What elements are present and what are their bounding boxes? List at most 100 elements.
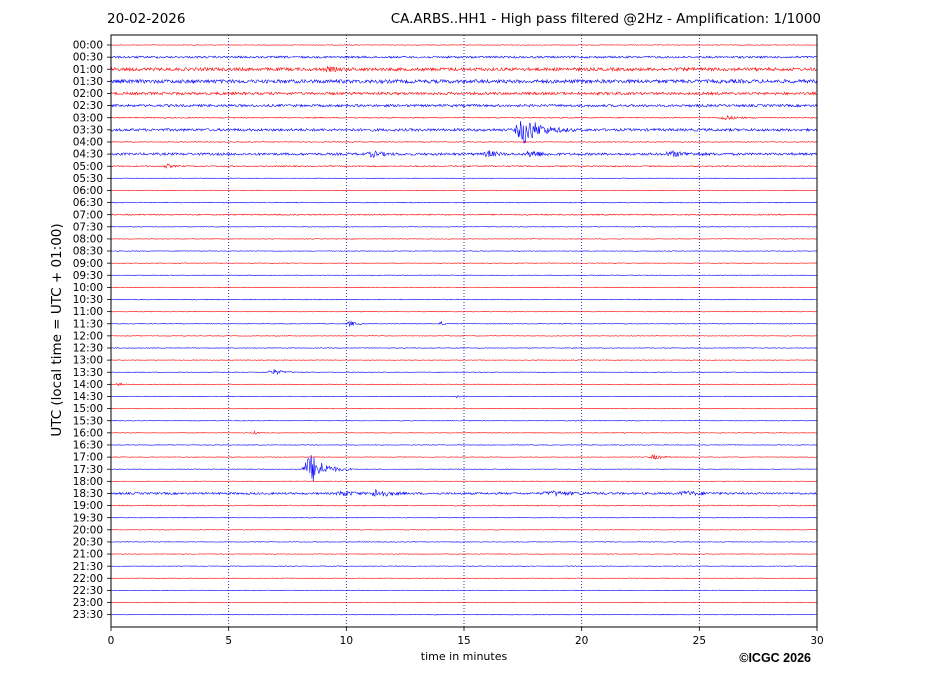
y-tick-label: 11:30 bbox=[73, 318, 103, 330]
y-tick-label: 00:00 bbox=[73, 40, 103, 52]
trace-0730 bbox=[110, 226, 817, 228]
y-tick-label: 07:30 bbox=[73, 221, 103, 233]
y-tick-label: 18:00 bbox=[73, 476, 103, 488]
trace-1130 bbox=[110, 320, 817, 327]
trace-0400 bbox=[110, 141, 817, 143]
y-tick-label: 22:00 bbox=[73, 573, 103, 585]
trace-1330 bbox=[110, 369, 817, 376]
y-tick-label: 17:30 bbox=[73, 464, 103, 476]
y-tick-label: 08:30 bbox=[73, 246, 103, 258]
y-tick-label: 05:30 bbox=[73, 173, 103, 185]
trace-0030 bbox=[110, 55, 817, 59]
y-tick-label: 01:30 bbox=[73, 76, 103, 88]
trace-0900 bbox=[110, 262, 817, 264]
y-tick-label: 03:30 bbox=[73, 124, 103, 136]
trace-1930 bbox=[110, 517, 817, 519]
y-tick-label: 15:00 bbox=[73, 403, 103, 415]
y-tick-label: 04:30 bbox=[73, 149, 103, 161]
y-tick-label: 12:00 bbox=[73, 330, 103, 342]
trace-2100 bbox=[110, 553, 817, 555]
y-tick-label: 10:00 bbox=[73, 282, 103, 294]
y-tick-label: 20:30 bbox=[73, 537, 103, 549]
trace-1530 bbox=[110, 420, 817, 422]
trace-2330 bbox=[110, 613, 817, 616]
trace-1800 bbox=[110, 480, 817, 482]
trace-0100 bbox=[110, 65, 817, 73]
y-tick-label: 15:30 bbox=[73, 415, 103, 427]
trace-0200 bbox=[110, 91, 817, 96]
y-tick-label: 02:30 bbox=[73, 100, 103, 112]
trace-2230 bbox=[110, 589, 817, 592]
x-tick-label: 10 bbox=[340, 635, 353, 647]
trace-1200 bbox=[110, 335, 817, 337]
trace-1700 bbox=[110, 454, 817, 460]
x-tick-label: 15 bbox=[457, 635, 470, 647]
y-tick-label: 04:00 bbox=[73, 137, 103, 149]
trace-1430 bbox=[110, 395, 817, 399]
y-tick-label: 09:30 bbox=[73, 270, 103, 282]
trace-0130 bbox=[110, 78, 817, 85]
y-tick-label: 01:00 bbox=[73, 64, 103, 76]
y-tick-label: 21:30 bbox=[73, 561, 103, 573]
trace-1400 bbox=[110, 382, 817, 387]
trace-2200 bbox=[110, 577, 817, 579]
y-tick-label: 23:30 bbox=[73, 609, 103, 621]
x-tick-label: 30 bbox=[810, 635, 823, 647]
date-label: 20-02-2026 bbox=[107, 11, 186, 27]
y-tick-label: 10:30 bbox=[73, 294, 103, 306]
y-tick-label: 19:30 bbox=[73, 512, 103, 524]
trace-0800 bbox=[110, 238, 817, 240]
x-tick-label: 20 bbox=[575, 635, 588, 647]
y-tick-label: 13:00 bbox=[73, 355, 103, 367]
y-tick-label: 02:00 bbox=[73, 88, 103, 100]
trace-0630 bbox=[110, 201, 817, 204]
y-tick-label: 06:30 bbox=[73, 197, 103, 209]
trace-2130 bbox=[110, 565, 817, 567]
x-axis-label: time in minutes bbox=[420, 650, 508, 663]
chart-title: CA.ARBS..HH1 - High pass filtered @2Hz -… bbox=[390, 11, 821, 27]
y-tick-label: 23:00 bbox=[73, 597, 103, 609]
y-tick-label: 16:30 bbox=[73, 440, 103, 452]
trace-1830 bbox=[110, 489, 817, 497]
y-tick-label: 18:30 bbox=[73, 488, 103, 500]
y-tick-label: 22:30 bbox=[73, 585, 103, 597]
y-tick-label: 21:00 bbox=[73, 549, 103, 561]
trace-0000 bbox=[110, 44, 817, 46]
trace-0300 bbox=[110, 114, 817, 121]
trace-1730 bbox=[110, 455, 817, 482]
y-tick-label: 19:00 bbox=[73, 500, 103, 512]
x-tick-label: 5 bbox=[225, 635, 232, 647]
trace-1100 bbox=[110, 310, 817, 313]
y-tick-label: 03:00 bbox=[73, 112, 103, 124]
x-tick-label: 25 bbox=[693, 635, 706, 647]
trace-0230 bbox=[110, 103, 817, 108]
y-tick-label: 17:00 bbox=[73, 452, 103, 464]
trace-0500 bbox=[110, 163, 817, 169]
trace-0700 bbox=[110, 213, 817, 216]
trace-1500 bbox=[110, 407, 817, 410]
trace-0830 bbox=[110, 250, 817, 252]
trace-1600 bbox=[110, 430, 817, 435]
y-tick-label: 08:00 bbox=[73, 234, 103, 246]
trace-0430 bbox=[110, 149, 817, 159]
y-tick-label: 11:00 bbox=[73, 306, 103, 318]
plot-frame bbox=[110, 34, 818, 628]
trace-0330 bbox=[110, 121, 817, 144]
trace-2030 bbox=[110, 541, 817, 543]
y-tick-label: 20:00 bbox=[73, 524, 103, 536]
x-tick-label: 0 bbox=[108, 635, 115, 647]
y-tick-label: 07:00 bbox=[73, 209, 103, 221]
y-tick-label: 09:00 bbox=[73, 258, 103, 270]
y-tick-label: 13:30 bbox=[73, 367, 103, 379]
trace-2300 bbox=[110, 601, 817, 604]
y-tick-label: 00:30 bbox=[73, 52, 103, 64]
trace-2000 bbox=[110, 529, 817, 531]
y-tick-label: 14:30 bbox=[73, 391, 103, 403]
copyright-label: ©ICGC 2026 bbox=[739, 651, 811, 665]
trace-1630 bbox=[110, 444, 817, 446]
y-tick-label: 12:30 bbox=[73, 343, 103, 355]
trace-0530 bbox=[110, 177, 817, 180]
trace-0600 bbox=[110, 189, 817, 192]
